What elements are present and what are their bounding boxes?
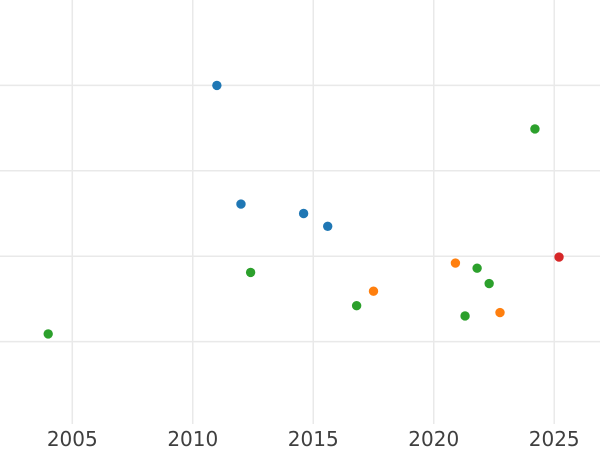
data-point-blue-series xyxy=(298,208,309,219)
x-tick-label: 2025 xyxy=(529,427,580,450)
data-point-orange-series xyxy=(450,258,461,268)
data-point-green-series xyxy=(43,329,53,339)
data-point-blue-series xyxy=(323,221,333,232)
x-tick-label: 2005 xyxy=(47,427,98,450)
data-point-blue-series xyxy=(236,199,246,209)
x-tick-label: 2015 xyxy=(288,427,339,450)
data-point-green-series xyxy=(484,278,494,289)
data-point-green-series xyxy=(530,124,540,134)
x-tick-label: 2020 xyxy=(408,427,459,450)
data-point-green-series xyxy=(472,263,482,273)
data-point-orange-series xyxy=(368,286,379,296)
data-point-green-series xyxy=(460,311,470,321)
data-point-orange-series xyxy=(495,307,505,318)
data-point-green-series xyxy=(351,301,362,311)
data-point-red-series xyxy=(554,252,564,262)
x-tick-label: 2010 xyxy=(167,427,218,450)
data-point-blue-series xyxy=(212,80,222,91)
data-point-green-series xyxy=(245,267,256,278)
